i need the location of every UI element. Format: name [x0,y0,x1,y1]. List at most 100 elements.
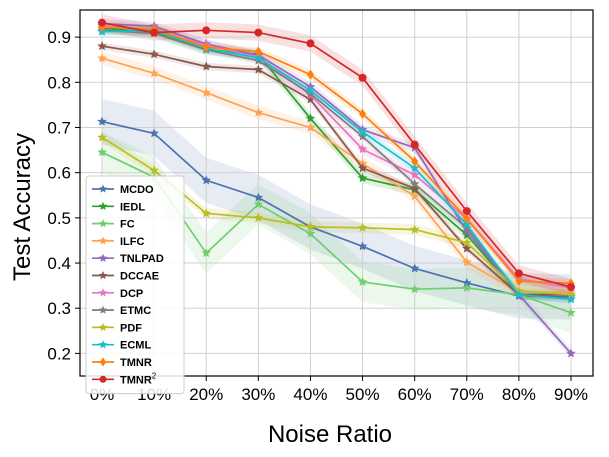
legend-marker [98,288,108,297]
data-point [305,228,316,238]
x-tick-label: 40% [293,385,327,404]
series-line [101,22,572,354]
data-point [409,169,420,179]
data-point [97,116,107,126]
data-point [410,140,419,149]
data-point [358,73,367,82]
data-point [97,53,107,63]
legend-marker [99,375,107,383]
legend-marker [98,219,108,228]
data-point [149,165,159,175]
data-point [253,192,264,202]
data-point [97,132,107,142]
legend-label: TMNR [120,357,152,369]
y-tick-label: 0.6 [47,164,71,183]
data-point [462,282,472,292]
legend-label: IEDL [120,201,145,213]
data-point [357,163,368,173]
data-point [357,173,368,183]
legend-label: DCP [120,288,143,300]
x-tick-label: 60% [398,385,432,404]
legend-label: PDF [120,322,142,334]
data-point [201,208,211,218]
data-point [254,46,262,57]
data-point [149,128,159,138]
legend-label: ECML [120,340,151,352]
x-tick-label: 90% [554,385,588,404]
confidence-band [102,51,571,300]
data-point [306,39,315,48]
data-point [202,26,211,35]
data-point [201,87,211,97]
data-point [98,18,106,27]
y-tick-label: 0.8 [47,73,71,92]
data-point [253,199,264,209]
data-point [357,127,368,137]
data-point [515,276,523,287]
series-line [101,57,571,294]
legend-marker [98,236,108,245]
x-tick-label: 70% [450,385,484,404]
data-point [463,213,471,224]
data-point [97,147,107,157]
series-line [101,29,572,301]
data-point [149,49,159,59]
x-tick-label: 50% [346,385,380,404]
y-tick-label: 0.3 [47,299,71,318]
y-axis-ticks: 0.2 0.3 0.4 0.5 0.6 0.7 0.8 0.9 [47,28,80,363]
data-point [253,52,264,62]
y-tick-label: 0.9 [47,28,71,47]
y-tick-label: 0.4 [47,254,71,273]
series-lines [97,18,576,358]
data-point [254,28,263,37]
data-point [201,61,211,71]
data-point [409,178,420,189]
series-line [101,120,572,298]
legend-marker [99,357,107,367]
data-point [462,226,472,236]
y-tick-label: 0.7 [47,118,71,137]
legend-marker [98,340,108,349]
data-point [409,263,420,273]
x-tick-label: 20% [189,385,223,404]
data-point [305,122,316,132]
data-point [567,282,575,291]
data-point [305,88,316,98]
data-point [462,243,472,253]
confidence-band [102,132,571,334]
y-tick-label: 0.2 [47,344,71,363]
data-point [305,94,316,104]
data-point [201,248,211,258]
data-point [359,108,367,119]
data-point [462,230,472,240]
legend-marker [98,184,108,193]
legend-marker [98,253,108,262]
data-point [462,222,472,232]
series-line [101,21,572,288]
data-point [357,241,368,251]
data-point [305,113,316,123]
series-line [101,45,571,296]
legend-label: TMNR2 [120,371,157,386]
data-point [357,222,368,232]
data-point [566,348,576,358]
legend-label: FC [120,219,135,231]
data-point [409,163,420,173]
plot-frame [79,9,594,377]
series-line [101,29,572,301]
data-point [462,277,472,287]
data-point [409,183,420,193]
x-axis-title: Noise Ratio [268,421,392,448]
data-point [409,284,420,294]
legend-label: MCDO [120,184,154,196]
data-point [253,107,264,117]
data-point [149,68,159,78]
legend: MCDO IEDL FC ILFC TNLPAD DCCAE DCP ETMC PDF ECML T… [85,175,185,395]
confidence-band [102,14,571,296]
y-tick-label: 0.5 [47,209,71,228]
x-tick-label: 30% [241,385,275,404]
legend-label: TNLPAD [120,253,164,265]
data-point [150,28,159,37]
legend-label: ILFC [120,236,144,248]
